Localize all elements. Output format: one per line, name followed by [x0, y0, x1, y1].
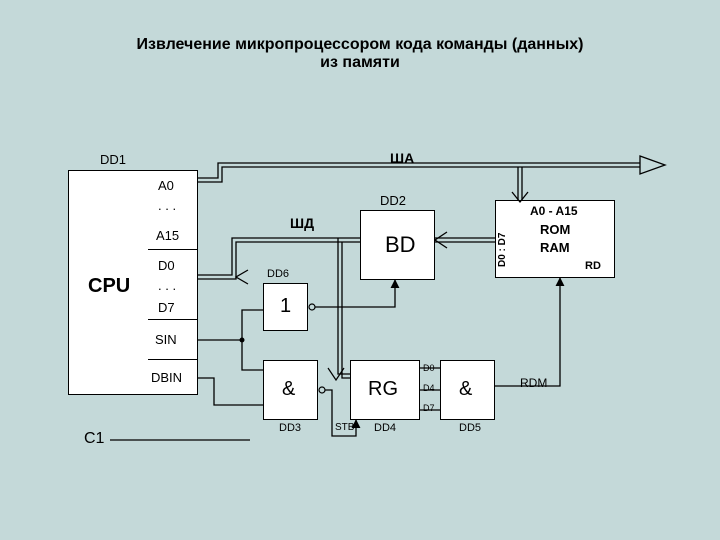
wiring [0, 0, 720, 540]
